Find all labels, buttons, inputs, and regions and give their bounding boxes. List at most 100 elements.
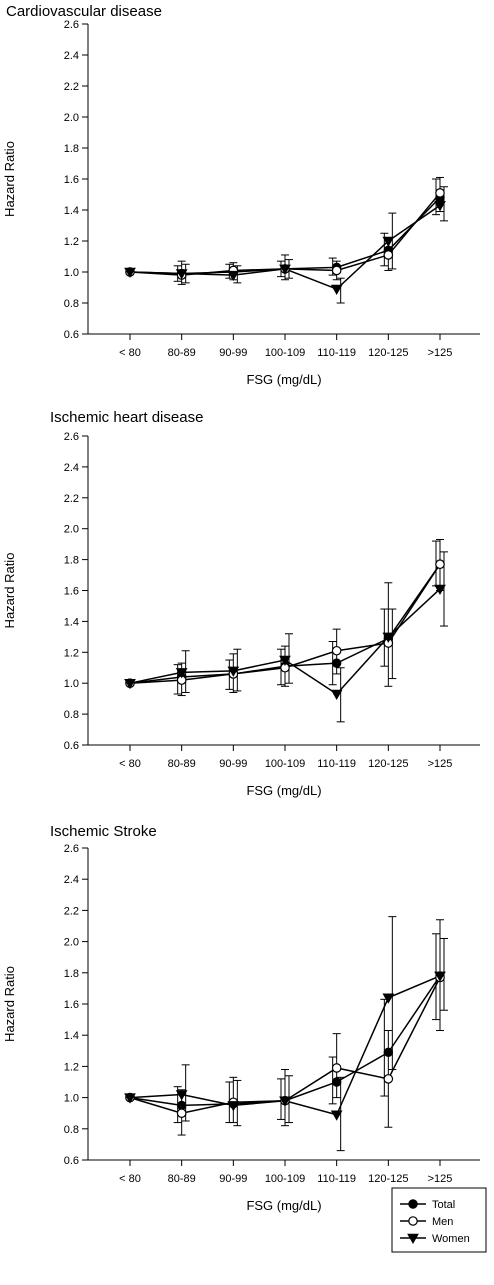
x-axis-label: FSG (mg/dL) xyxy=(246,783,321,798)
data-point-women xyxy=(124,678,136,690)
y-tick-label: 0.8 xyxy=(64,298,79,310)
y-tick-label: 1.4 xyxy=(64,1030,79,1042)
chart-panel-2: Ischemic heart disease 0.6 0.8 1.0 1.2 1.4 1.6… xyxy=(2,409,480,798)
x-tick-label: 80-89 xyxy=(168,758,196,770)
data-point-women xyxy=(227,1101,240,1112)
y-tick-label: 1.0 xyxy=(64,678,79,690)
data-point-women xyxy=(175,668,188,679)
x-tick-label: < 80 xyxy=(119,347,141,359)
chart-panel-3: Ischemic Stroke 0.6 0.8 1.0 1.2 1.4 1.6 1.8 2.0 2… xyxy=(2,823,480,1213)
y-tick-label: 2.0 xyxy=(64,937,79,949)
data-point-women xyxy=(227,666,240,677)
data-point-women xyxy=(382,632,395,643)
y-tick-label: 1.4 xyxy=(64,205,79,217)
x-tick-label: 120-125 xyxy=(368,758,408,770)
y-tick-label: 1.6 xyxy=(64,586,79,598)
data-point-women xyxy=(330,1110,343,1121)
y-tick-label: 1.2 xyxy=(64,236,79,248)
y-tick-label: 2.2 xyxy=(64,493,79,505)
data-point-women xyxy=(330,689,343,701)
data-point-women xyxy=(330,284,343,296)
y-tick-label: 0.6 xyxy=(64,329,79,341)
data-point-men xyxy=(331,645,342,656)
data-point-women xyxy=(279,264,291,275)
x-axis-label: FSG (mg/dL) xyxy=(246,1198,321,1213)
chart-title: Ischemic heart disease xyxy=(50,409,203,426)
data-point-women xyxy=(279,1096,291,1107)
y-axis-label: Hazard Ratio xyxy=(2,553,17,629)
y-tick-label: 1.6 xyxy=(64,999,79,1011)
y-axis-label: Hazard Ratio xyxy=(2,966,17,1042)
legend: Total Men Women xyxy=(391,1187,487,1253)
y-tick-label: 1.6 xyxy=(64,174,79,186)
data-point-women xyxy=(124,267,136,279)
data-point-women xyxy=(382,993,395,1004)
y-tick-label: 1.2 xyxy=(64,1061,79,1073)
x-tick-label: 80-89 xyxy=(168,347,196,359)
legend-box xyxy=(391,1187,487,1253)
legend-marker-total xyxy=(408,1199,418,1209)
y-tick-label: 0.6 xyxy=(64,740,79,752)
data-point-women xyxy=(175,1090,188,1101)
y-tick-label: 2.0 xyxy=(64,524,79,536)
data-point-men xyxy=(383,250,394,260)
data-point-women xyxy=(124,1093,136,1104)
legend-label: Total xyxy=(432,1199,455,1211)
legend-marker-men xyxy=(408,1216,418,1226)
x-tick-label: 120-125 xyxy=(368,1173,408,1185)
y-tick-label: 2.6 xyxy=(64,843,79,855)
data-point-men xyxy=(435,559,445,570)
x-tick-label: 100-109 xyxy=(265,347,305,359)
x-tick-label: < 80 xyxy=(119,1173,141,1185)
x-tick-label: 90-99 xyxy=(219,347,247,359)
y-tick-label: 2.6 xyxy=(64,431,79,443)
y-tick-label: 1.8 xyxy=(64,143,79,155)
y-tick-label: 0.6 xyxy=(64,1155,79,1167)
y-tick-label: 2.2 xyxy=(64,905,79,917)
data-point-total xyxy=(331,1077,342,1087)
y-tick-label: 2.4 xyxy=(64,462,79,474)
data-point-men xyxy=(176,1108,187,1118)
data-point-men xyxy=(383,1074,394,1084)
data-point-women xyxy=(382,236,395,248)
x-tick-label: 100-109 xyxy=(265,758,305,770)
legend-marker-women xyxy=(407,1233,419,1245)
data-point-men xyxy=(331,1063,342,1073)
y-tick-label: 1.0 xyxy=(64,1093,79,1105)
data-point-women xyxy=(434,971,446,982)
x-tick-label: 110-119 xyxy=(317,347,356,359)
y-tick-label: 2.4 xyxy=(64,50,79,62)
y-tick-label: 2.4 xyxy=(64,874,79,886)
y-tick-label: 1.8 xyxy=(64,968,79,980)
x-tick-label: 80-89 xyxy=(168,1173,196,1185)
x-tick-label: 110-119 xyxy=(317,758,356,770)
y-tick-label: 2.0 xyxy=(64,112,79,124)
y-tick-label: 2.6 xyxy=(64,19,79,31)
x-axis-label: FSG (mg/dL) xyxy=(246,372,321,387)
chart-panel-1: Cardiovascular disease 0.6 0.8 1.0 1.2 1.4 1.6… xyxy=(2,3,480,387)
data-point-women xyxy=(434,584,446,595)
x-tick-label: 100-109 xyxy=(265,1173,305,1185)
y-tick-label: 1.4 xyxy=(64,616,79,628)
y-tick-label: 1.8 xyxy=(64,555,79,567)
y-axis-label: Hazard Ratio xyxy=(2,141,17,217)
data-point-total xyxy=(383,1047,394,1058)
data-point-women xyxy=(434,201,446,212)
data-point-women xyxy=(227,270,240,282)
x-tick-label: >125 xyxy=(428,347,453,359)
chart-title: Ischemic Stroke xyxy=(50,823,157,840)
x-tick-label: >125 xyxy=(428,758,453,770)
x-tick-label: >125 xyxy=(428,1173,453,1185)
y-tick-label: 0.8 xyxy=(64,1124,79,1136)
y-tick-label: 2.2 xyxy=(64,81,79,93)
data-point-total xyxy=(331,658,342,668)
legend-label: Men xyxy=(432,1216,453,1228)
chart-title: Cardiovascular disease xyxy=(6,3,162,20)
x-tick-label: 90-99 xyxy=(219,1173,247,1185)
data-point-women xyxy=(175,269,188,280)
x-tick-label: 90-99 xyxy=(219,758,247,770)
data-point-total xyxy=(176,1100,187,1111)
legend-label: Women xyxy=(432,1233,470,1245)
